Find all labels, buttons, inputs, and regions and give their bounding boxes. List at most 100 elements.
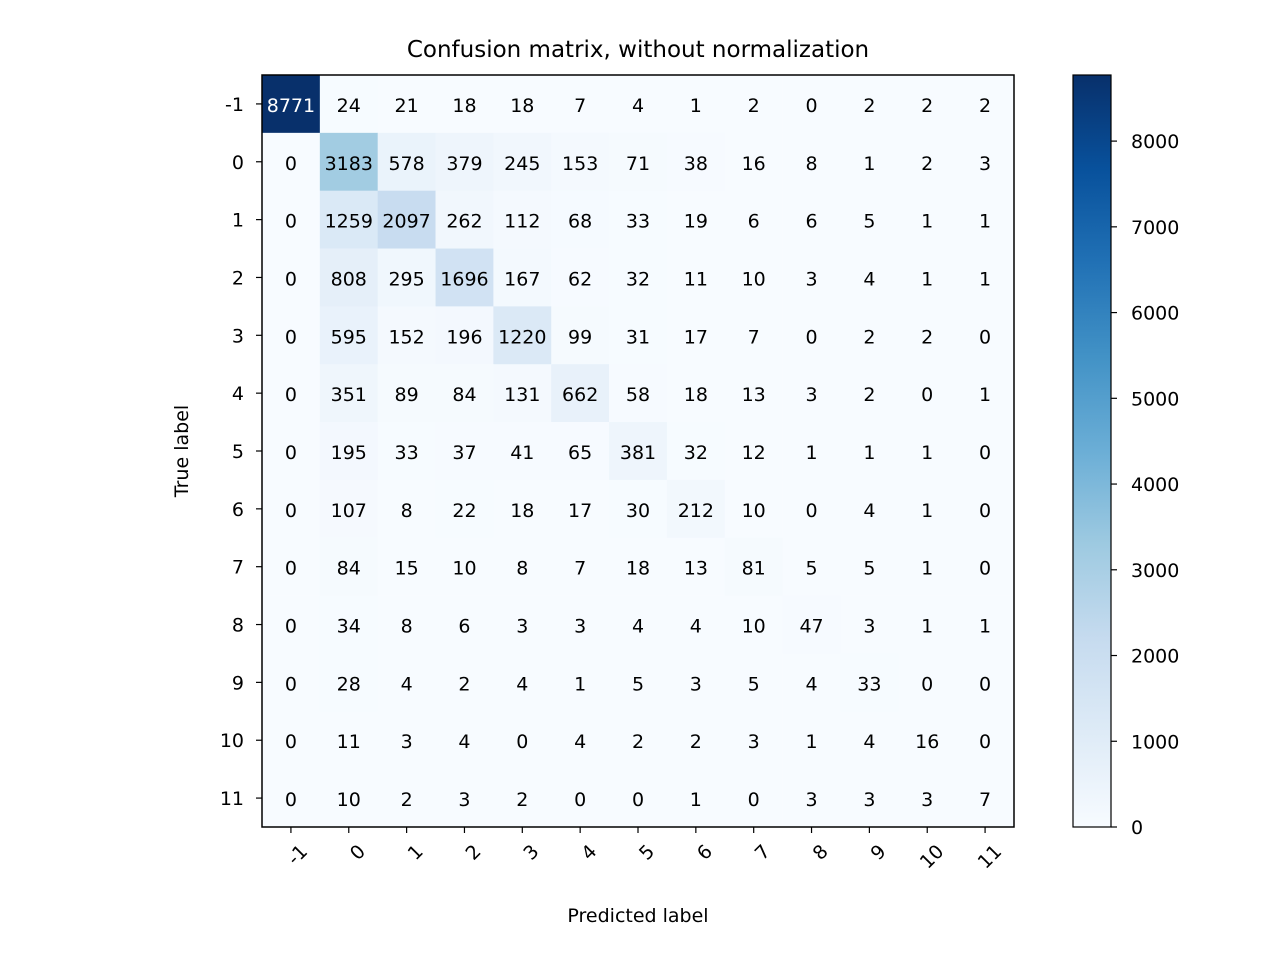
x-tick-label: 10 [916,841,949,874]
heatmap-cell [551,422,610,481]
heatmap-cell-value: 131 [504,384,540,406]
heatmap-cell [724,306,783,365]
heatmap-cell-value: 1 [921,442,933,464]
heatmap-cell-value: 10 [452,558,476,580]
heatmap-cell [262,479,321,539]
heatmap-cell [666,653,726,712]
x-tick-label: 5 [635,841,659,865]
heatmap-cell-value: 1 [863,153,875,175]
heatmap-cell [319,190,378,249]
x-tick-label: 11 [974,841,1007,874]
heatmap-cell-value: 8771 [267,95,315,117]
heatmap-cell [435,711,494,770]
heatmap-cell [782,537,841,596]
x-tick-label: 9 [866,841,890,865]
y-tick-label: 1 [232,210,244,232]
heatmap-cell-value: 5 [632,673,644,695]
heatmap-cell-value: 0 [285,731,297,753]
heatmap-cell-value: 16 [742,153,766,175]
heatmap-cell [782,364,841,423]
x-tick-label: 6 [693,841,717,865]
heatmap-cell [898,653,957,712]
heatmap-cell [898,479,957,539]
heatmap-cell [262,190,321,249]
heatmap-cell [609,769,668,828]
heatmap-cell [840,653,899,712]
heatmap-cell [898,422,957,481]
heatmap-cell-value: 0 [285,211,297,233]
heatmap-cell [377,306,436,365]
y-tick-label: 9 [232,672,244,694]
heatmap-cell [956,769,1015,828]
heatmap-cell [609,75,668,134]
heatmap-cell [493,248,552,307]
heatmap-cell-value: 245 [504,153,540,175]
heatmap-cell [666,306,726,365]
heatmap-cell [840,190,899,249]
heatmap-cell [319,75,378,134]
heatmap-cell-value: 3 [574,616,586,638]
y-axis-ticks: -1 0 1 2 3 4 5 6 7 8 9 10 11 [220,94,262,810]
heatmap-cell-value: 381 [620,442,656,464]
heatmap-cell [493,711,552,770]
heatmap-cell-value: 3 [516,616,528,638]
heatmap-cell-value: 4 [863,268,875,290]
heatmap-cell-value: 3 [401,731,413,753]
heatmap-cell-value: 0 [979,442,991,464]
heatmap-cell-value: 4 [863,731,875,753]
heatmap-cell [956,75,1015,134]
heatmap-cell-value: 33 [395,442,419,464]
heatmap-cell-value: 2 [748,95,760,117]
heatmap-cell [493,537,552,596]
heatmap-cell-value: 0 [979,326,991,348]
heatmap-cell [435,364,494,423]
heatmap-cell-value: 0 [979,731,991,753]
heatmap-cell [898,769,957,828]
heatmap-cell-value: 41 [510,442,534,464]
heatmap-cell-value: 167 [504,268,540,290]
heatmap-cell-value: 10 [742,500,766,522]
heatmap-cell-value: 195 [331,442,367,464]
heatmap-cell [898,75,957,134]
heatmap-cell-value: 62 [568,268,592,290]
heatmap-cell [840,75,899,134]
heatmap-cell-value: 89 [395,384,419,406]
heatmap-cell-value: 30 [626,500,650,522]
heatmap-cell-value: 351 [331,384,367,406]
heatmap-cell-value: 3183 [325,153,373,175]
x-tick-label: 4 [577,841,601,865]
heatmap-cell [319,653,378,712]
heatmap-cell [956,190,1015,249]
heatmap-cell-value: 18 [626,558,650,580]
heatmap-cell [493,306,552,365]
heatmap-cell-value: 0 [805,500,817,522]
heatmap-cell-value: 18 [510,95,534,117]
heatmap-cell [493,132,552,191]
heatmap-cell-value: 2 [863,384,875,406]
heatmap-cell-value: 8 [401,616,413,638]
heatmap-cell [898,190,957,249]
heatmap-cell-value: 1 [805,442,817,464]
heatmap-cell-value: 0 [285,326,297,348]
y-tick-label: 10 [220,730,244,752]
heatmap-cell-value: 595 [331,326,367,348]
heatmap-cell-value: 4 [863,500,875,522]
heatmap-cell-value: 1 [921,558,933,580]
heatmap-cell-value: 152 [388,326,424,348]
heatmap-cell-value: 0 [285,384,297,406]
heatmap-cell [493,364,552,423]
heatmap-cell [493,595,552,654]
y-tick-label: 2 [232,267,244,289]
heatmap-cell-value: 0 [285,268,297,290]
heatmap-cell [551,248,610,307]
heatmap-cell-value: 0 [632,789,644,811]
heatmap-cell-value: 0 [285,500,297,522]
heatmap-cell [840,364,899,423]
heatmap-cell-value: 68 [568,211,592,233]
heatmap-cell [551,595,610,654]
heatmap-cell [435,190,494,249]
heatmap-cell [377,653,436,712]
heatmap-cell-value: 32 [626,268,650,290]
heatmap-cell-value: 6 [805,211,817,233]
heatmap-cell [782,132,841,191]
